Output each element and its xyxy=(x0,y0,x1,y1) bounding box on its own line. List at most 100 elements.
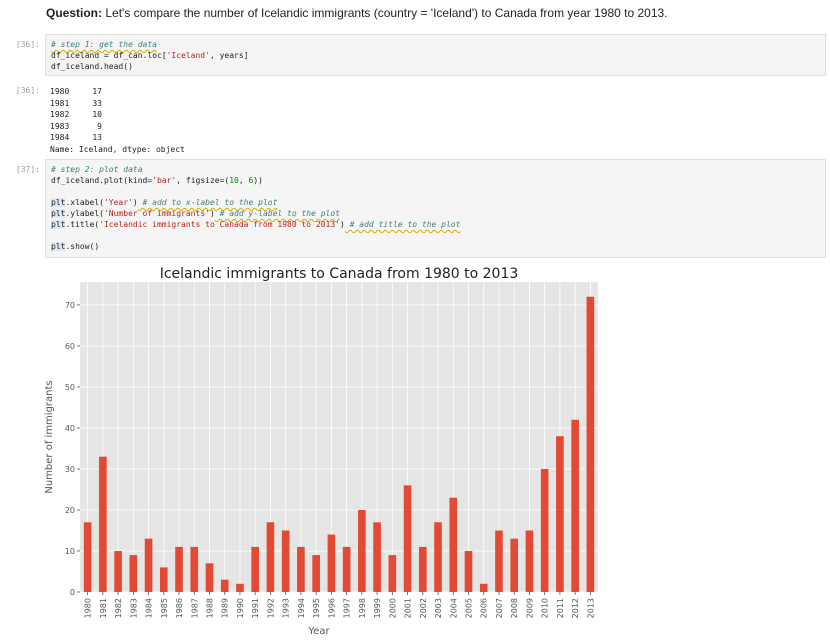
bar-1986 xyxy=(175,546,183,592)
series-value: 13 xyxy=(92,133,102,143)
x-tick-label: 2006 xyxy=(480,598,489,618)
bar-1991 xyxy=(251,546,260,592)
series-footer: Name: Iceland, dtype: object xyxy=(50,144,185,154)
bar-2013 xyxy=(586,296,595,592)
code-cell-36[interactable]: [36]: # step 1: get the data df_iceland … xyxy=(6,34,826,76)
series-index: 1981 xyxy=(50,98,70,108)
series-value: 10 xyxy=(92,110,102,120)
x-tick-label: 2013 xyxy=(586,598,595,618)
code-text: , xyxy=(238,176,249,185)
bar-2003 xyxy=(434,522,442,592)
bar-2010 xyxy=(540,468,549,592)
code-comment: # step 1: get the data xyxy=(51,40,157,49)
bar-1999 xyxy=(373,522,381,592)
x-tick-label: 1999 xyxy=(373,598,382,618)
code-comment: # add y-label to the plot xyxy=(214,209,341,218)
y-tick-label: 10 xyxy=(65,547,75,556)
code-text: df_iceland = df_can.loc[ xyxy=(51,51,167,60)
series-output: 1980 17 1981 33 1982 10 1983 9 1984 13 Name: Icela… xyxy=(45,86,190,156)
x-tick-label: 1987 xyxy=(190,598,199,618)
code-string: 'Icelandic immigrants to Canada from 198… xyxy=(99,220,340,229)
series-row: 1982 10 xyxy=(50,109,185,121)
bar-2005 xyxy=(464,550,473,592)
code-text: )) xyxy=(253,176,263,185)
code-text: .xlabel( xyxy=(65,198,104,207)
bar-1990 xyxy=(236,583,244,592)
x-tick-label: 1992 xyxy=(266,598,275,618)
y-tick-label: 60 xyxy=(65,342,75,351)
code-string: 'Iceland' xyxy=(166,51,210,60)
code-module: plt xyxy=(51,220,66,229)
bar-1992 xyxy=(266,522,275,592)
chart-title: Icelandic immigrants to Canada from 1980… xyxy=(160,266,519,282)
code-cell-37[interactable]: [37]: # step 2: plot data df_iceland.plo… xyxy=(6,159,826,258)
bar-1998 xyxy=(358,509,366,592)
bar-chart: Icelandic immigrants to Canada from 1980… xyxy=(44,266,598,637)
x-tick-label: 1980 xyxy=(84,598,93,618)
code-comment: # add to x-label to the plot xyxy=(137,198,278,207)
code-comment: # add title to the plot xyxy=(344,220,461,229)
bar-2012 xyxy=(571,419,579,592)
code-text: df_iceland.plot(kind= xyxy=(51,176,153,185)
series-row: 1984 13 xyxy=(50,132,185,144)
series-row: 1983 9 xyxy=(50,121,185,133)
x-tick-label: 1984 xyxy=(145,598,154,618)
x-tick-label: 2009 xyxy=(525,598,534,618)
code-editor-37[interactable]: # step 2: plot data df_iceland.plot(kind… xyxy=(45,159,826,258)
code-text: .show() xyxy=(65,242,100,251)
code-text: .ylabel( xyxy=(65,209,104,218)
x-tick-label: 1986 xyxy=(175,598,184,618)
x-tick-label: 2002 xyxy=(419,598,428,618)
code-module: plt xyxy=(51,242,66,251)
x-tick-label: 1982 xyxy=(114,598,123,618)
bar-2011 xyxy=(556,436,564,592)
bar-1997 xyxy=(342,546,351,592)
code-module: plt xyxy=(51,198,66,207)
x-tick-label: 2005 xyxy=(465,598,474,618)
x-tick-label: 1996 xyxy=(327,598,336,618)
x-tick-label: 1998 xyxy=(358,598,367,618)
x-tick-label: 1983 xyxy=(129,598,138,618)
code-module: plt xyxy=(51,209,66,218)
bar-2000 xyxy=(388,555,397,592)
bar-1994 xyxy=(297,546,305,592)
bar-1987 xyxy=(190,546,199,592)
series-index: 1982 xyxy=(50,110,70,120)
code-comment: # step 2: plot data xyxy=(51,165,143,174)
x-tick-label: 2008 xyxy=(510,598,519,618)
x-tick-label: 1989 xyxy=(221,598,230,618)
y-tick-label: 30 xyxy=(65,465,75,474)
bar-1995 xyxy=(312,555,320,592)
code-text: , years] xyxy=(209,51,249,60)
code-editor-36[interactable]: # step 1: get the data df_iceland = df_c… xyxy=(45,34,826,76)
series-row: 1980 17 xyxy=(50,86,185,98)
bar-2006 xyxy=(479,583,488,592)
code-text: ) xyxy=(209,209,215,218)
code-text: ) xyxy=(132,198,138,207)
series-row: 1981 33 xyxy=(50,98,185,110)
bar-1984 xyxy=(144,538,153,592)
x-tick-label: 2004 xyxy=(449,598,458,618)
bar-1982 xyxy=(114,550,122,592)
bar-1983 xyxy=(129,555,138,592)
code-text: ) xyxy=(340,220,345,229)
x-tick-label: 2001 xyxy=(404,598,413,618)
x-tick-label: 1997 xyxy=(343,598,352,618)
code-text: df_iceland.head() xyxy=(51,62,133,71)
series-index: 1980 xyxy=(50,87,70,96)
series-index: 1984 xyxy=(50,133,70,143)
bar-2004 xyxy=(449,497,458,592)
y-tick-label: 70 xyxy=(65,301,75,310)
x-tick-label: 1995 xyxy=(312,598,321,618)
bar-2008 xyxy=(510,538,519,592)
code-number: 10 xyxy=(229,176,239,185)
bar-1988 xyxy=(205,563,214,592)
x-tick-label: 2000 xyxy=(388,598,397,618)
x-tick-label: 2003 xyxy=(434,598,443,618)
plot-background xyxy=(80,282,598,592)
code-text: , figsize=( xyxy=(176,176,230,185)
bar-1996 xyxy=(327,534,336,592)
bar-2001 xyxy=(403,485,412,592)
code-string: 'Year' xyxy=(103,198,133,207)
bar-1989 xyxy=(220,579,229,592)
